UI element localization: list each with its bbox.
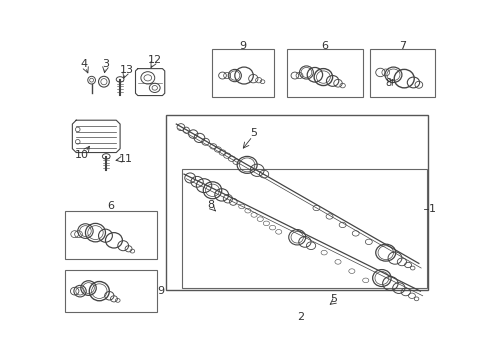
Text: 5: 5 [249, 128, 256, 138]
Text: 13: 13 [120, 65, 134, 75]
Bar [182, 169, 426, 288]
Text: 6: 6 [107, 202, 114, 211]
Text: 8: 8 [384, 78, 390, 88]
Text: 10: 10 [75, 150, 88, 160]
Text: 7: 7 [398, 41, 406, 50]
Text: 11: 11 [118, 154, 132, 164]
Text: 4: 4 [80, 59, 87, 69]
Text: 6: 6 [321, 41, 328, 50]
Text: 2: 2 [297, 311, 304, 321]
Text: 1: 1 [427, 204, 434, 214]
Bar [166, 115, 427, 291]
Text: 3: 3 [102, 59, 109, 69]
Text: 9: 9 [157, 286, 164, 296]
Bar [369, 49, 434, 97]
Text: 8: 8 [207, 200, 214, 210]
Bar [64, 211, 157, 259]
Text: 9: 9 [239, 41, 246, 50]
Text: 12: 12 [147, 55, 162, 65]
Bar [212, 49, 274, 97]
Bar [64, 270, 157, 312]
Text: 5: 5 [329, 294, 336, 304]
Bar [286, 49, 362, 97]
